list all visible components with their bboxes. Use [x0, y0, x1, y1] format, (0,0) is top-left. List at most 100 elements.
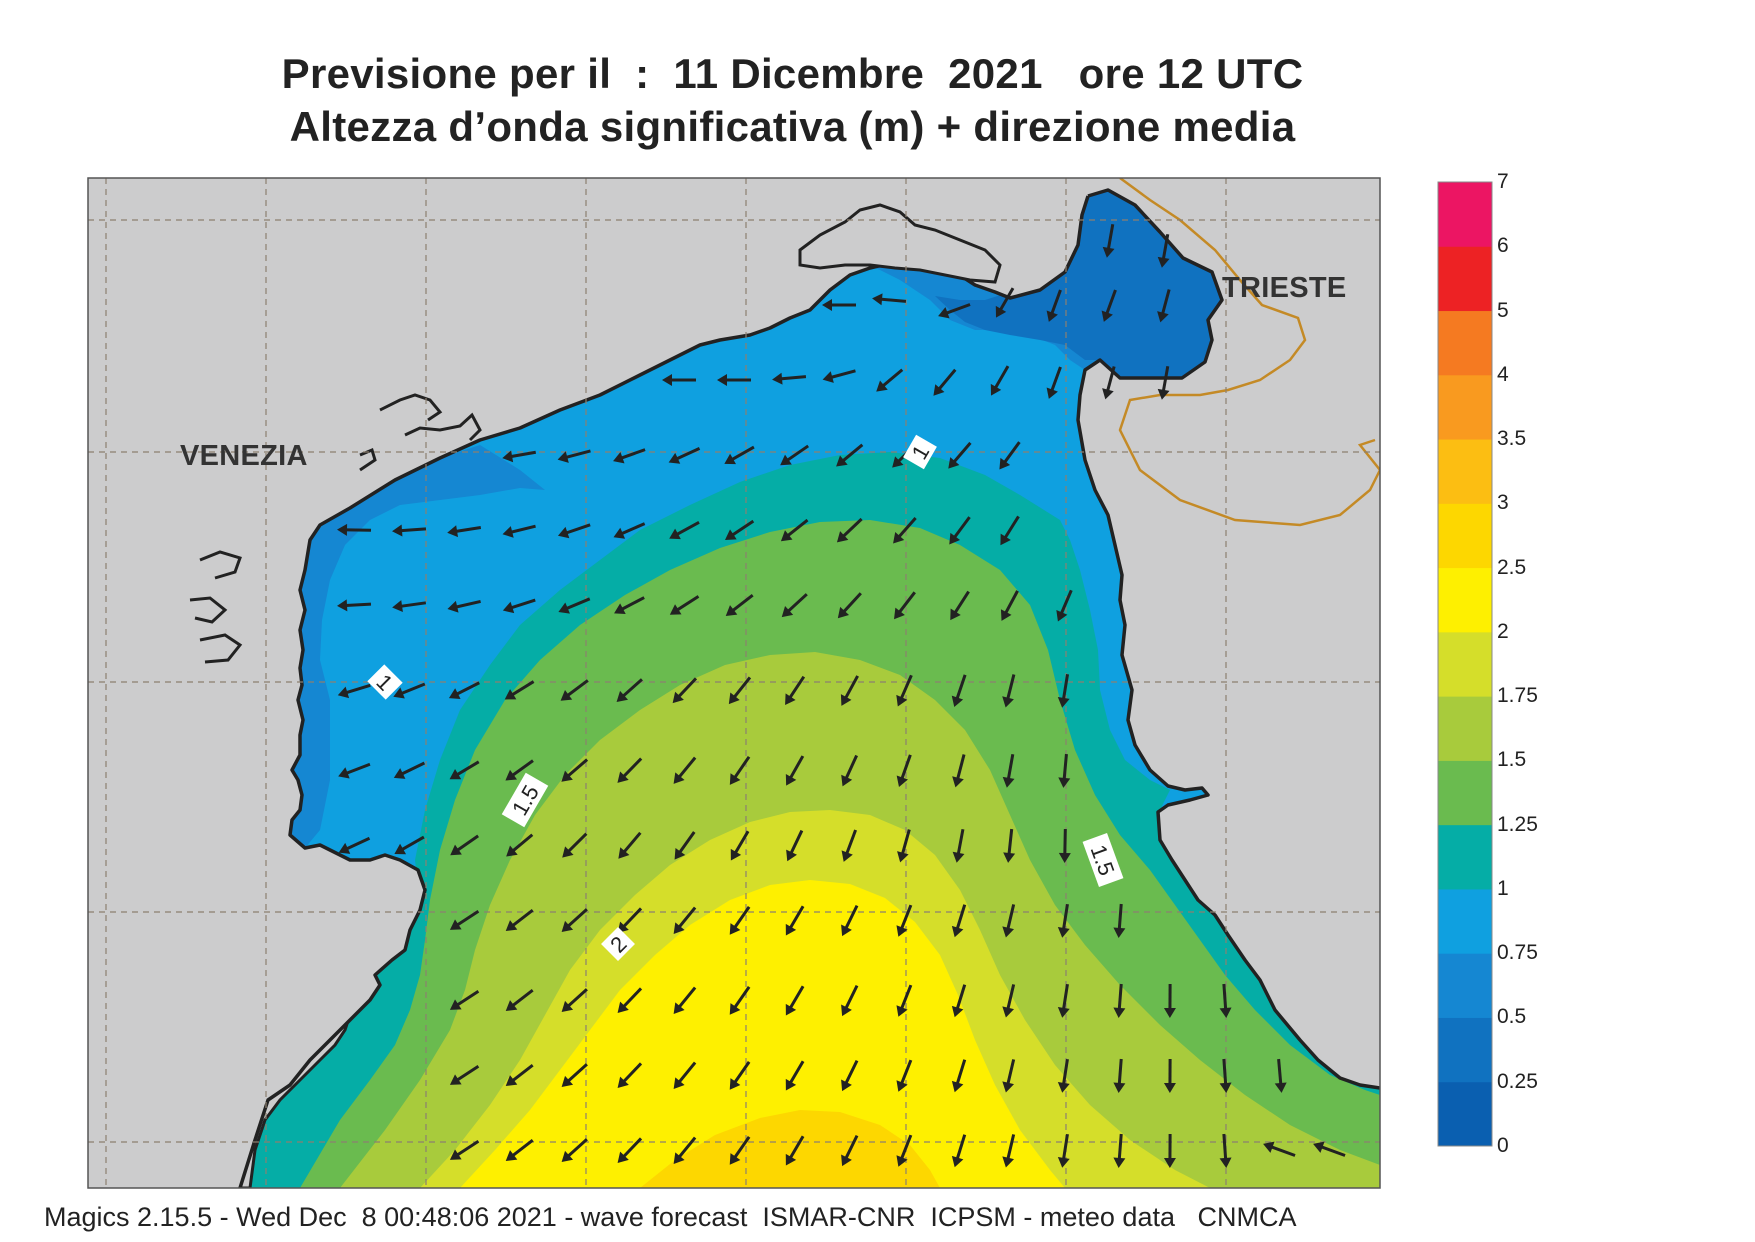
legend-colorbar	[1437, 181, 1493, 1147]
wave-direction-arrow	[669, 595, 700, 615]
map-subtitle: Altezza d’onda significativa (m) + direz…	[289, 103, 1296, 150]
wave-direction-arrow	[1113, 983, 1126, 1018]
wave-direction-arrow	[557, 523, 591, 539]
wave-direction-arrow	[896, 1059, 913, 1092]
wave-direction-arrow	[728, 676, 752, 705]
wave-direction-arrow	[449, 1064, 480, 1085]
wave-direction-arrow	[449, 909, 480, 930]
wave-direction-arrow	[560, 679, 589, 701]
wave-direction-arrow	[872, 293, 907, 306]
wave-direction-arrow	[938, 303, 971, 319]
wave-direction-arrow	[1002, 984, 1016, 1018]
label-venezia: VENEZIA	[180, 440, 308, 472]
wave-direction-arrow	[502, 524, 536, 538]
wave-direction-arrow	[1058, 828, 1071, 863]
graticule	[88, 178, 1380, 1188]
wave-direction-arrow	[558, 597, 591, 614]
legend-label: 0.25	[1497, 1069, 1538, 1093]
wave-direction-arrow	[393, 682, 426, 699]
wave-direction-arrow	[1313, 1141, 1346, 1157]
wave-direction-arrow	[1102, 223, 1115, 258]
land-istria-coast	[1078, 178, 1380, 1088]
wave-direction-arrow	[617, 757, 643, 783]
legend-band	[1438, 567, 1492, 633]
wave-direction-arrow	[951, 984, 967, 1018]
wave-direction-arrow	[896, 754, 912, 787]
legend-label: 0	[1497, 1134, 1509, 1157]
wave-direction-arrow	[449, 989, 480, 1010]
wave-direction-arrow	[561, 1063, 588, 1088]
wave-direction-arrow	[1057, 1133, 1070, 1168]
legend-band	[1438, 1017, 1492, 1083]
legend-label: 7	[1497, 170, 1509, 193]
wave-direction-arrow	[896, 984, 913, 1017]
wave-direction-arrow	[896, 674, 913, 707]
wave-direction-arrow	[1058, 753, 1071, 788]
border-line	[1118, 178, 1380, 527]
wave-direction-arrow	[948, 441, 972, 469]
wave-direction-arrow	[617, 1062, 643, 1089]
wave-direction-arrow	[785, 905, 805, 936]
wave-direction-arrow	[557, 449, 591, 463]
wave-direction-arrow	[786, 829, 804, 862]
legend-label: 4	[1497, 362, 1509, 386]
land-chioggia	[189, 550, 243, 664]
land-north-coast	[88, 178, 1088, 1188]
legend-label: 1	[1497, 876, 1509, 900]
legend-band	[1438, 696, 1492, 761]
map-area: 1 1 1.5 1.5 2	[88, 178, 1380, 1188]
wave-direction-arrow	[673, 906, 697, 934]
wave-direction-arrow	[562, 832, 588, 858]
legend-frame	[1437, 181, 1493, 1147]
wave-direction-arrow	[841, 984, 859, 1017]
wave-direction-arrow	[785, 755, 805, 786]
wave-direction-arrow	[392, 524, 427, 537]
wave-direction-arrow	[561, 758, 589, 782]
legend-band	[1438, 182, 1492, 247]
wave-direction-arrow	[1002, 674, 1016, 708]
wave-direction-arrow	[337, 683, 371, 699]
map-frame	[87, 177, 1381, 1189]
wave-direction-arrow	[447, 599, 481, 613]
footer-credits: Magics 2.15.5 - Wed Dec 8 00:48:06 2021 …	[44, 1202, 1297, 1232]
legend-label: 3.5	[1497, 427, 1527, 451]
wave-direction-arrow	[394, 835, 425, 855]
wave-direction-arrow	[933, 368, 957, 396]
wave-direction-arrow	[561, 908, 588, 933]
wave-direction-arrow	[729, 1136, 751, 1165]
wave-direction-arrow	[502, 450, 537, 463]
wave-direction-arrow	[772, 372, 807, 385]
wave-direction-arrow	[990, 365, 1010, 396]
wave-direction-arrow	[674, 831, 696, 860]
wave-direction-arrow	[337, 599, 372, 612]
band-2.5	[640, 1110, 940, 1188]
wave-direction-arrow	[896, 1134, 913, 1167]
wave-direction-arrow	[613, 522, 646, 539]
wave-direction-arrow	[672, 677, 698, 704]
wave-direction-arrow	[949, 516, 971, 545]
legend-band	[1438, 310, 1492, 376]
wave-direction-arrow	[729, 755, 751, 785]
wave-direction-arrow	[1219, 1133, 1232, 1168]
legend-band	[1438, 374, 1492, 440]
legend-label: 6	[1497, 234, 1509, 258]
wave-direction-arrow	[952, 754, 966, 788]
wave-direction-arrow	[729, 1061, 751, 1090]
wave-direction-arrow	[505, 1064, 534, 1086]
wave-direction-arrow	[447, 525, 482, 538]
wave-direction-arrows	[337, 223, 1346, 1168]
wave-direction-arrow	[1263, 1141, 1296, 1157]
wave-direction-arrow	[717, 374, 751, 386]
wave-direction-arrow	[1219, 983, 1232, 1018]
wave-direction-arrow	[951, 904, 967, 938]
legend-label: 0.5	[1497, 1005, 1527, 1029]
wave-direction-arrow	[1274, 1058, 1287, 1093]
wave-direction-arrow	[338, 762, 371, 779]
wave-direction-arrow	[669, 521, 700, 540]
wave-direction-arrow	[893, 517, 917, 544]
legend-band	[1438, 631, 1492, 697]
wave-direction-arrow	[781, 593, 808, 618]
band-0.5-coast	[290, 445, 545, 848]
wave-direction-arrow	[841, 904, 859, 937]
legend-label: 0.75	[1497, 941, 1538, 965]
